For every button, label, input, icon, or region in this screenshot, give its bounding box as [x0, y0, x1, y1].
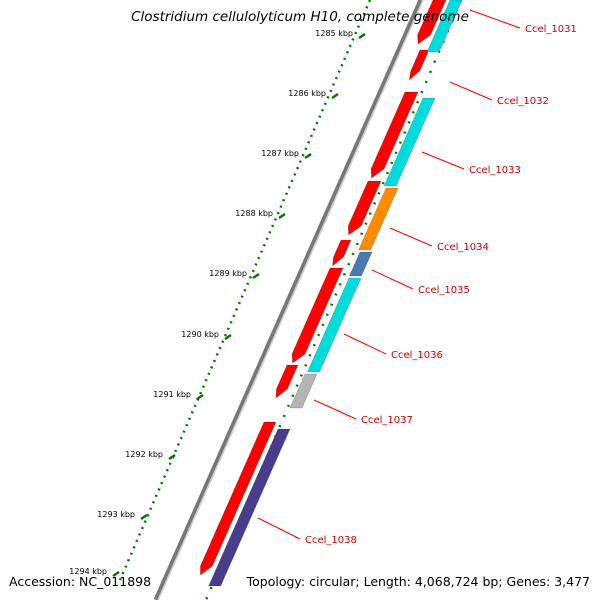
gene-feature-red — [417, 0, 447, 45]
gene-feature-steelblue — [348, 251, 373, 277]
scale-tick — [140, 513, 148, 521]
genome-backbone-highlight — [157, 0, 424, 600]
gene-feature-cyan — [426, 0, 463, 53]
gene-leader-line — [449, 81, 493, 101]
gene-feature-red — [291, 267, 344, 364]
gene-feature-orange — [358, 187, 399, 251]
gene-feature-red — [370, 91, 419, 179]
gene-feature-cyan — [383, 97, 436, 187]
gene-label: Ccel_1036 — [391, 350, 443, 361]
gene-feature-cyan — [307, 277, 362, 373]
gene-feature-red — [347, 180, 382, 236]
scale-tick — [358, 32, 366, 40]
gene-feature-red — [332, 239, 352, 267]
gene-leader-line — [371, 269, 414, 290]
scale-tick — [278, 212, 286, 220]
gene-feature-red — [408, 49, 430, 81]
scale-tick — [168, 453, 176, 461]
scale-label: 1287 kbp — [261, 149, 299, 158]
scale-label: 1288 kbp — [235, 209, 273, 218]
scale-label: 1285 kbp — [315, 29, 353, 38]
scale-tick — [112, 570, 120, 578]
scale-tick — [304, 152, 312, 160]
scale-label: 1289 kbp — [209, 269, 247, 278]
gene-label: Ccel_1035 — [418, 285, 470, 296]
gene-leader-line — [469, 9, 521, 29]
gene-leader-line — [313, 399, 357, 420]
gene-feature-gray — [289, 373, 318, 409]
gene-label: Ccel_1032 — [497, 96, 549, 107]
genome-backbone — [153, 0, 424, 600]
scale-label: 1294 kbp — [69, 567, 107, 576]
scale-tick — [196, 393, 204, 401]
scale-dotted-track — [118, 0, 372, 581]
gene-label: Ccel_1033 — [469, 165, 521, 176]
scale-tick — [331, 92, 339, 100]
scale-label: 1291 kbp — [153, 390, 191, 399]
gene-leader-line — [389, 227, 433, 247]
scale-ticks: 1285 kbp 1286 kbp 1287 kbp 1288 kbp 1289 kbp… — [69, 29, 366, 578]
gene-feature-red — [200, 421, 277, 576]
scale-label: 1290 kbp — [181, 330, 219, 339]
gene-label: Ccel_1038 — [305, 535, 357, 546]
accession-text: Accession: NC_011898 — [9, 574, 152, 589]
scale-label: 1292 kbp — [125, 450, 163, 459]
gene-features — [200, 0, 463, 587]
gene-feature-red — [275, 364, 299, 399]
gene-label: Ccel_1031 — [525, 24, 577, 35]
scale-label: 1286 kbp — [288, 89, 326, 98]
scale-tick — [252, 272, 260, 280]
gene-feature-purple — [208, 428, 291, 587]
scale-tick — [224, 333, 232, 341]
gene-label: Ccel_1034 — [437, 242, 489, 253]
topology-text: Topology: circular; Length: 4,068,724 bp… — [246, 574, 590, 589]
gene-leader-line — [343, 333, 387, 355]
gene-leader-line — [257, 517, 301, 540]
map-title: Clostridium cellulolyticum H10, complete… — [131, 9, 469, 25]
scale-label: 1293 kbp — [97, 510, 135, 519]
gene-label-leaders: Ccel_1031 Ccel_1032 Ccel_1033 Ccel_1034 Ccel… — [257, 9, 577, 546]
gene-leader-line — [421, 151, 465, 170]
gene-label: Ccel_1037 — [361, 415, 413, 426]
